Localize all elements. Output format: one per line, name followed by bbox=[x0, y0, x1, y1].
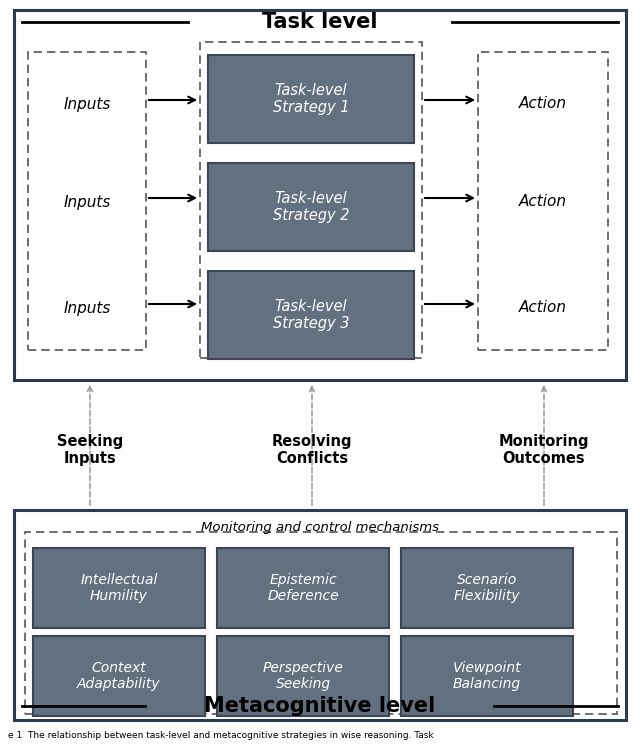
Text: e 1  The relationship between task-level and metacognitive strategies in wise re: e 1 The relationship between task-level … bbox=[8, 732, 434, 741]
Text: Task-level
Strategy 3: Task-level Strategy 3 bbox=[273, 299, 349, 331]
Text: Action: Action bbox=[519, 195, 567, 210]
Text: Context
Adaptability: Context Adaptability bbox=[77, 661, 161, 691]
Text: Inputs: Inputs bbox=[63, 301, 111, 316]
Text: Inputs: Inputs bbox=[63, 195, 111, 210]
Text: Task-level
Strategy 2: Task-level Strategy 2 bbox=[273, 191, 349, 223]
Bar bbox=[208, 271, 414, 359]
Text: Inputs: Inputs bbox=[63, 96, 111, 111]
Text: Epistemic
Deference: Epistemic Deference bbox=[267, 573, 339, 603]
Bar bbox=[401, 636, 573, 716]
Text: Viewpoint
Balancing: Viewpoint Balancing bbox=[452, 661, 522, 691]
Bar bbox=[33, 548, 205, 628]
Text: Intellectual
Humility: Intellectual Humility bbox=[80, 573, 157, 603]
Bar bbox=[217, 548, 389, 628]
Text: Seeking
Inputs: Seeking Inputs bbox=[57, 434, 123, 466]
Bar bbox=[14, 10, 626, 380]
Text: Task level: Task level bbox=[262, 12, 378, 32]
Bar bbox=[33, 636, 205, 716]
Bar bbox=[28, 52, 146, 350]
Text: Resolving
Conflicts: Resolving Conflicts bbox=[272, 434, 352, 466]
Text: Action: Action bbox=[519, 96, 567, 111]
Bar bbox=[217, 636, 389, 716]
Text: Perspective
Seeking: Perspective Seeking bbox=[262, 661, 344, 691]
Text: Task-level
Strategy 1: Task-level Strategy 1 bbox=[273, 83, 349, 115]
Text: Monitoring and control mechanisms: Monitoring and control mechanisms bbox=[201, 521, 439, 533]
Bar bbox=[208, 55, 414, 143]
Bar bbox=[14, 510, 626, 720]
Bar bbox=[25, 532, 617, 714]
Bar bbox=[478, 52, 608, 350]
Text: Action: Action bbox=[519, 301, 567, 316]
Bar bbox=[200, 42, 422, 358]
Bar bbox=[208, 163, 414, 251]
Bar bbox=[401, 548, 573, 628]
Text: Monitoring
Outcomes: Monitoring Outcomes bbox=[499, 434, 589, 466]
Text: Metacognitive level: Metacognitive level bbox=[204, 696, 436, 716]
Text: Scenario
Flexibility: Scenario Flexibility bbox=[454, 573, 520, 603]
